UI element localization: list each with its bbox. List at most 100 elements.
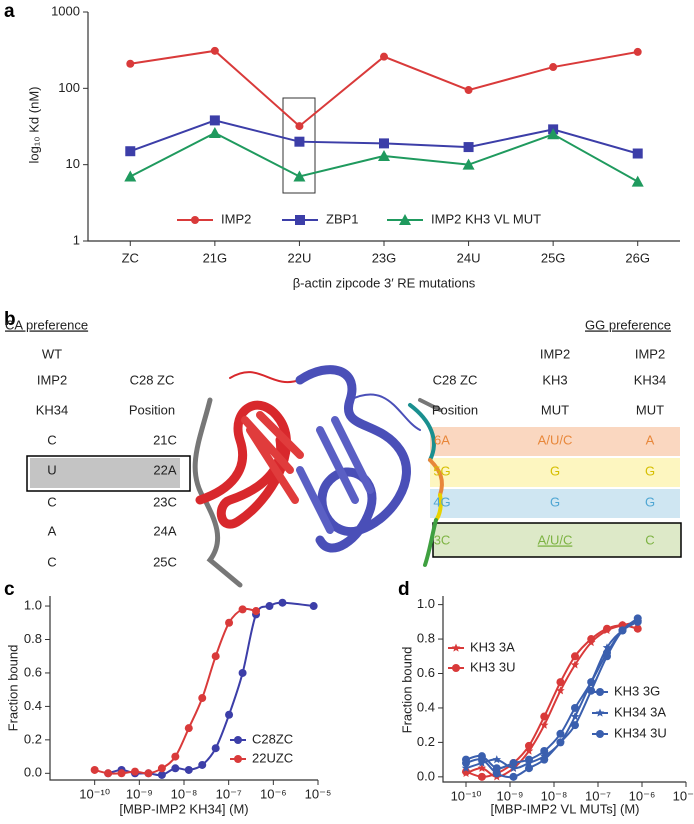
- marker: [618, 626, 627, 635]
- y-axis-label: Fraction bound: [399, 647, 414, 734]
- marker: [157, 764, 166, 773]
- y-tick-label: 1.0: [24, 597, 42, 612]
- x-tick-label: 10⁻⁶: [260, 786, 287, 801]
- marker: [125, 146, 136, 157]
- x-axis-label: β-actin zipcode 3′ RE mutations: [293, 275, 476, 290]
- legend-label: KH34 3U: [614, 725, 667, 740]
- marker: [556, 678, 565, 687]
- loop-blue: [349, 393, 421, 431]
- table-cell: G: [645, 463, 655, 478]
- marker: [452, 664, 460, 672]
- table-cell: 22A: [153, 462, 176, 477]
- panel-label: a: [4, 1, 15, 22]
- table-cell: 23C: [153, 494, 177, 509]
- legend-label: 22UZC: [252, 750, 293, 765]
- marker: [184, 765, 193, 774]
- protein-structure: [192, 365, 444, 588]
- marker: [492, 755, 501, 764]
- axis: [442, 596, 686, 783]
- marker: [225, 710, 234, 719]
- marker: [477, 755, 486, 764]
- table-cell: A/U/C: [538, 432, 573, 447]
- x-tick-label: 10⁻⁹: [126, 786, 153, 801]
- row-bg: [430, 489, 680, 518]
- marker: [124, 170, 137, 182]
- marker: [547, 128, 560, 140]
- section-header: GG preference: [585, 317, 671, 332]
- column-header: KH3: [542, 372, 567, 387]
- x-tick-label: 10⁻⁶: [629, 788, 656, 803]
- panel-label: c: [4, 579, 15, 600]
- table-cell: 4G: [433, 494, 450, 509]
- marker: [596, 688, 604, 696]
- marker: [238, 605, 247, 614]
- table-cell: 24A: [153, 523, 176, 538]
- table-cell: A: [48, 523, 57, 538]
- marker: [477, 763, 487, 772]
- marker: [131, 767, 140, 776]
- column-header: Position: [432, 402, 478, 417]
- marker: [380, 52, 388, 61]
- x-tick-label: ZC: [122, 250, 139, 265]
- marker: [265, 602, 274, 611]
- marker: [509, 772, 518, 781]
- marker: [631, 175, 644, 187]
- y-axis-label: Fraction bound: [5, 645, 20, 732]
- marker: [234, 755, 242, 763]
- column-header: MUT: [541, 402, 569, 417]
- row-bg: [430, 427, 680, 456]
- column-header: KH34: [36, 402, 69, 417]
- column-header: C28 ZC: [433, 372, 478, 387]
- marker: [171, 764, 180, 773]
- y-axis-label: log₁₀ Kd (nM): [26, 87, 41, 164]
- column-header: C28 ZC: [130, 372, 175, 387]
- marker: [602, 643, 612, 652]
- y-tick-label: 0.0: [417, 768, 435, 783]
- x-tick-label: 10⁻¹⁰: [79, 786, 110, 801]
- x-tick-label: 10⁻⁸: [171, 786, 198, 801]
- row-bg: [430, 458, 680, 487]
- row-highlights: [26, 427, 682, 558]
- series-line: [130, 49, 638, 128]
- column-header: IMP2: [540, 346, 570, 361]
- x-tick-label: 10⁻⁵: [673, 788, 694, 803]
- marker: [595, 708, 605, 717]
- table-cell: C: [47, 432, 56, 447]
- marker: [509, 763, 518, 772]
- panel-label: b: [4, 309, 16, 330]
- marker: [90, 765, 99, 774]
- marker: [295, 122, 304, 131]
- marker: [294, 136, 305, 147]
- marker: [586, 677, 596, 686]
- table-cell: G: [550, 463, 560, 478]
- marker: [602, 652, 611, 661]
- section-header: CA preference: [5, 317, 88, 332]
- table-cell: 6A: [434, 432, 450, 447]
- column-header: MUT: [636, 402, 664, 417]
- legend-label: C28ZC: [252, 731, 293, 746]
- marker: [540, 720, 549, 729]
- marker: [461, 763, 471, 772]
- y-tick-label: 0.0: [24, 765, 42, 780]
- marker: [191, 216, 199, 224]
- table-cell: C: [47, 494, 56, 509]
- marker: [524, 758, 534, 767]
- x-tick-label: 10⁻⁵: [305, 786, 332, 801]
- marker: [602, 624, 611, 633]
- marker: [570, 721, 579, 730]
- marker: [309, 602, 318, 611]
- marker: [570, 660, 580, 669]
- y-tick-label: 1: [73, 232, 80, 247]
- legend-label: KH34 3A: [614, 704, 666, 719]
- marker: [171, 752, 180, 761]
- marker: [633, 47, 642, 56]
- marker: [184, 724, 193, 733]
- table-cell: C: [645, 532, 654, 547]
- marker: [126, 59, 135, 68]
- x-tick-label: 21G: [203, 250, 228, 265]
- marker: [524, 746, 534, 755]
- marker: [225, 618, 234, 627]
- axis: [87, 12, 680, 242]
- marker: [210, 46, 219, 55]
- marker: [549, 63, 558, 72]
